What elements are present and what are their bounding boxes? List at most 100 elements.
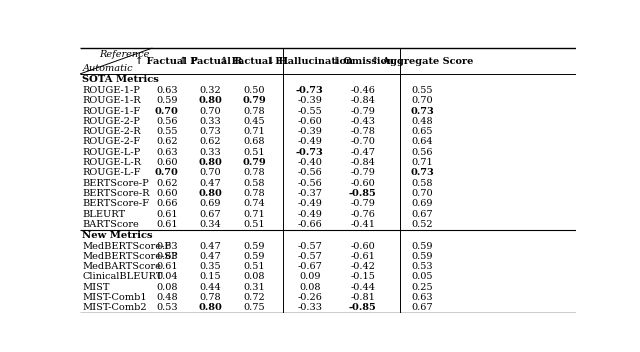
Text: 0.71: 0.71 [412,158,433,167]
Text: 0.63: 0.63 [156,252,178,261]
Text: 0.73: 0.73 [410,168,434,177]
Text: -0.60: -0.60 [350,179,375,188]
Text: -0.56: -0.56 [297,179,322,188]
Text: ClinicalBLEURT: ClinicalBLEURT [83,272,163,282]
Text: 0.80: 0.80 [198,189,222,198]
Text: ↑ Factual P: ↑ Factual P [136,57,198,65]
Text: 0.61: 0.61 [156,262,178,271]
Text: ROUGE-L-P: ROUGE-L-P [83,148,141,157]
Text: 0.35: 0.35 [200,262,221,271]
Text: -0.42: -0.42 [350,262,375,271]
Text: 0.59: 0.59 [412,252,433,261]
Text: -0.61: -0.61 [350,252,375,261]
Text: SOTA Metrics: SOTA Metrics [83,75,159,84]
Text: -0.73: -0.73 [296,86,324,95]
Text: ROUGE-2-R: ROUGE-2-R [83,127,141,136]
Text: MedBERTScore-SP: MedBERTScore-SP [83,252,178,261]
Text: New Metrics: New Metrics [83,231,153,240]
Text: -0.33: -0.33 [297,303,322,312]
Text: 0.58: 0.58 [412,179,433,188]
Text: 0.51: 0.51 [244,262,266,271]
Text: -0.57: -0.57 [297,241,322,251]
Text: 0.58: 0.58 [244,179,266,188]
Text: 0.67: 0.67 [412,209,433,219]
Text: MedBARTScore: MedBARTScore [83,262,161,271]
Text: 0.51: 0.51 [244,148,266,157]
Text: 0.47: 0.47 [200,241,221,251]
Text: -0.39: -0.39 [297,127,322,136]
Text: 0.05: 0.05 [412,272,433,282]
Text: ↑ Aggregate Score: ↑ Aggregate Score [371,56,474,66]
Text: 0.70: 0.70 [412,96,433,105]
Text: -0.73: -0.73 [296,148,324,157]
Text: 0.64: 0.64 [412,138,433,146]
Text: 0.78: 0.78 [200,293,221,302]
Text: 0.32: 0.32 [200,86,221,95]
Text: 0.50: 0.50 [244,86,266,95]
Text: -0.76: -0.76 [350,209,375,219]
Text: 0.53: 0.53 [412,262,433,271]
Text: MIST: MIST [83,283,110,292]
Text: 0.60: 0.60 [156,189,177,198]
Text: -0.81: -0.81 [350,293,375,302]
Text: 0.70: 0.70 [200,107,221,115]
Text: 0.62: 0.62 [200,138,221,146]
Text: ROUGE-L-F: ROUGE-L-F [83,168,141,177]
Text: 0.08: 0.08 [299,283,321,292]
Text: 0.80: 0.80 [198,303,222,312]
Text: 0.70: 0.70 [155,107,179,115]
Text: 0.67: 0.67 [412,303,433,312]
Text: -0.49: -0.49 [297,138,322,146]
Text: 0.25: 0.25 [412,283,433,292]
Text: BERTScore-P: BERTScore-P [83,179,149,188]
Text: -0.41: -0.41 [350,220,375,229]
Text: ↓ Hallucination: ↓ Hallucination [267,57,353,65]
Text: 0.71: 0.71 [244,209,266,219]
Text: 0.59: 0.59 [412,241,433,251]
Text: -0.55: -0.55 [297,107,322,115]
Text: 0.59: 0.59 [244,252,266,261]
Text: 0.60: 0.60 [156,158,177,167]
Text: ↓ Omission: ↓ Omission [332,57,394,65]
Text: -0.78: -0.78 [350,127,375,136]
Text: 0.69: 0.69 [412,199,433,208]
Text: 0.78: 0.78 [244,168,266,177]
Text: -0.60: -0.60 [297,117,322,126]
Text: 0.44: 0.44 [200,283,221,292]
Text: 0.70: 0.70 [155,168,179,177]
Text: -0.37: -0.37 [297,189,322,198]
Text: 0.63: 0.63 [412,293,433,302]
Text: -0.56: -0.56 [297,168,322,177]
Text: 0.15: 0.15 [200,272,221,282]
Text: 0.56: 0.56 [412,148,433,157]
Text: 0.48: 0.48 [412,117,433,126]
Text: -0.44: -0.44 [350,283,375,292]
Text: 0.80: 0.80 [198,158,222,167]
Text: 0.71: 0.71 [244,127,266,136]
Text: ↑ Factual R: ↑ Factual R [179,57,242,65]
Text: 0.48: 0.48 [156,293,178,302]
Text: 0.80: 0.80 [198,96,222,105]
Text: BERTScore-F: BERTScore-F [83,199,150,208]
Text: -0.79: -0.79 [350,168,375,177]
Text: 0.59: 0.59 [244,241,266,251]
Text: 0.08: 0.08 [244,272,266,282]
Text: 0.04: 0.04 [156,272,178,282]
Text: ROUGE-2-F: ROUGE-2-F [83,138,141,146]
Text: 0.75: 0.75 [244,303,266,312]
Text: -0.66: -0.66 [297,220,322,229]
Text: 0.31: 0.31 [244,283,266,292]
Text: 0.33: 0.33 [200,117,221,126]
Text: 0.51: 0.51 [244,220,266,229]
Text: 0.33: 0.33 [200,148,221,157]
Text: Automatic: Automatic [83,64,133,73]
Text: 0.62: 0.62 [156,138,178,146]
Text: ↑ Factual F1: ↑ Factual F1 [220,57,289,65]
Text: MIST-Comb1: MIST-Comb1 [83,293,147,302]
Text: BLEURT: BLEURT [83,209,125,219]
Text: 0.66: 0.66 [156,199,177,208]
Text: -0.15: -0.15 [350,272,375,282]
Text: 0.68: 0.68 [244,138,266,146]
Text: 0.65: 0.65 [412,127,433,136]
Text: ROUGE-L-R: ROUGE-L-R [83,158,141,167]
